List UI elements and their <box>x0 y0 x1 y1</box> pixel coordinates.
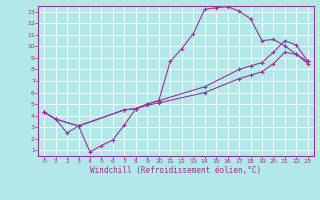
X-axis label: Windchill (Refroidissement éolien,°C): Windchill (Refroidissement éolien,°C) <box>91 166 261 175</box>
